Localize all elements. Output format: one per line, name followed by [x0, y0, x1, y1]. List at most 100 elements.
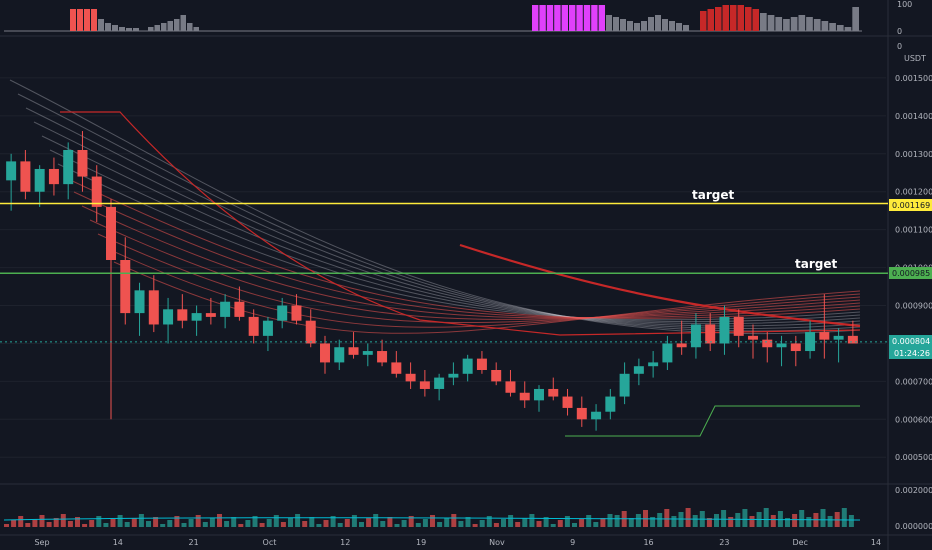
volume-tick-top: 0.002000 [895, 486, 932, 495]
volume-bar [337, 523, 343, 527]
candle-body [576, 407, 587, 420]
volume-bar [32, 519, 38, 527]
candle-body [348, 347, 359, 355]
indicator-bar [722, 5, 729, 31]
candle-body [77, 150, 88, 177]
volume-bar [75, 517, 80, 527]
price-tick-label: 0.001200 [895, 188, 932, 197]
indicator-bar [70, 9, 76, 31]
candle-body [505, 381, 516, 393]
ribbon-line [73, 191, 861, 319]
volume-bar [351, 515, 357, 527]
volume-bar [749, 516, 755, 527]
volume-bar [572, 523, 577, 527]
volume-bar [131, 518, 137, 527]
target-tag-green: 0.000985 [892, 269, 930, 278]
candle-body [391, 362, 402, 374]
volume-bar [380, 521, 386, 527]
candle-body [733, 316, 744, 336]
candle-body [91, 176, 102, 207]
candle-body [305, 320, 316, 344]
volume-bar [770, 515, 776, 527]
volume-panel [3, 508, 861, 527]
price-tick-label: 0.001500 [895, 74, 932, 83]
candle-body [719, 316, 730, 344]
indicator-tick-100: 100 [897, 0, 912, 9]
price-tick-label: 0.000700 [895, 377, 932, 386]
indicator-bar [112, 25, 118, 31]
volume-bar [316, 524, 322, 527]
indicator-bar [576, 5, 583, 31]
indicator-bar [852, 7, 859, 31]
volume-bar [493, 523, 499, 527]
volume-bar [706, 518, 712, 527]
volume-bar [323, 520, 329, 527]
volume-bar [486, 516, 492, 527]
indicator-bar [707, 9, 714, 31]
ribbon-line [97, 233, 861, 324]
candle-body [776, 343, 787, 348]
volume-bar [11, 520, 17, 527]
indicator-bar [591, 5, 598, 31]
candle-body [134, 290, 145, 314]
volume-bar [415, 523, 421, 527]
volume-bar [188, 519, 194, 527]
indicator-bar [715, 7, 722, 31]
volume-bar [792, 514, 798, 527]
indicator-bar [634, 23, 640, 31]
volume-bar [451, 514, 457, 527]
volume-bar [735, 513, 741, 527]
volume-bar [827, 516, 833, 527]
indicator-bar [752, 9, 759, 31]
time-tick-label: 14 [871, 538, 881, 547]
candle-body [234, 301, 245, 317]
indicator-bar [569, 5, 576, 31]
volume-bar [96, 516, 102, 527]
volume-bar [536, 521, 542, 527]
volume-bar [728, 517, 734, 527]
indicator-bar [730, 5, 737, 31]
indicator-bar [821, 21, 829, 31]
candle-body [291, 305, 302, 321]
volume-bar [401, 520, 407, 527]
volume-bar [529, 514, 535, 527]
ribbon-line [41, 135, 861, 325]
indicator-bar [148, 27, 154, 31]
last-price-tag-bg [889, 335, 932, 359]
candle-body [534, 388, 544, 401]
price-tick-label: 0.000900 [895, 302, 932, 311]
volume-bar [18, 516, 24, 527]
candle-body [462, 358, 473, 374]
indicator-bar [133, 28, 139, 31]
volume-bar [245, 520, 251, 527]
volume-bar [39, 515, 45, 527]
volume-ma-line [3, 517, 861, 521]
volume-bar [721, 510, 727, 527]
candle-body [605, 396, 616, 412]
time-tick-label: Nov [489, 538, 505, 547]
countdown-timer: 01:24:26 [894, 349, 930, 358]
target-label-yellow: target [692, 188, 734, 202]
indicator-bar [655, 15, 661, 31]
volume-bar [685, 508, 691, 527]
candle-body [34, 168, 45, 192]
indicator-panel [4, 5, 862, 32]
indicator-bar [745, 7, 752, 31]
volume-bar [593, 522, 599, 527]
candle-body [405, 373, 416, 382]
volume-bar [650, 517, 656, 527]
indicator-bar [180, 15, 186, 31]
indicator-bar [161, 23, 167, 31]
candle-body [248, 316, 259, 336]
volume-bar [479, 520, 485, 527]
volume-bar [465, 517, 471, 527]
target-tag-green-bg [889, 267, 932, 279]
volume-bar [664, 509, 670, 527]
candle-body [320, 343, 330, 363]
target-lines [0, 202, 888, 343]
candle-body [419, 381, 430, 389]
candle-body [662, 343, 673, 363]
volume-bar [25, 523, 31, 527]
volume-bar [635, 514, 641, 527]
indicator-bar [775, 17, 783, 31]
